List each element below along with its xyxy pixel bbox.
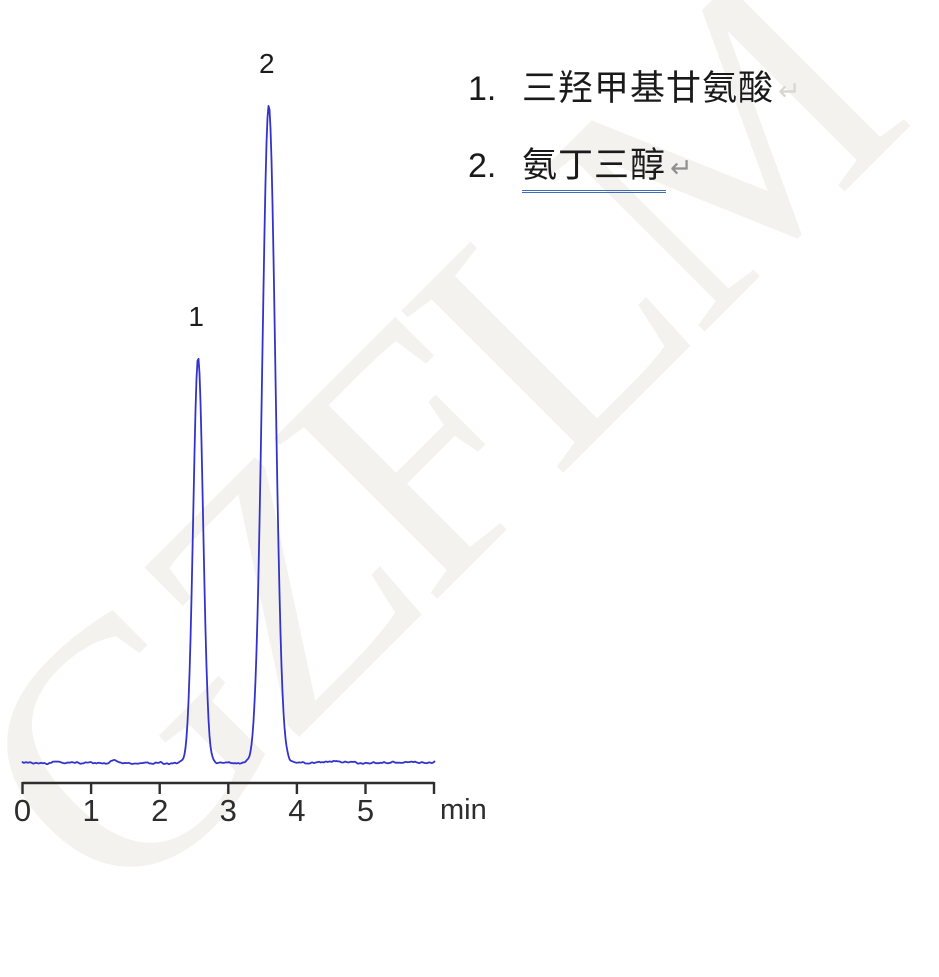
x-tick-label: 2 bbox=[151, 793, 168, 828]
legend-compound-name-2: 氨丁三醇 bbox=[522, 137, 667, 193]
x-axis-unit-label: min bbox=[440, 794, 487, 826]
legend-number-1: 1. bbox=[468, 70, 497, 108]
legend-compound-name-1: 三羟甲基甘氨酸 bbox=[522, 69, 775, 108]
x-tick-label: 5 bbox=[357, 793, 374, 828]
paragraph-return-icon: ↵ bbox=[670, 153, 693, 183]
x-tick-label: 3 bbox=[220, 793, 237, 828]
legend-item-2: 2. 氨丁三醇 ↵ bbox=[468, 137, 801, 193]
peak-label-1: 1 bbox=[188, 301, 204, 332]
peak-legend: 1. 三羟甲基甘氨酸 ↵ 2. 氨丁三醇 ↵ bbox=[468, 60, 801, 219]
legend-item-1: 1. 三羟甲基甘氨酸 ↵ bbox=[468, 60, 801, 111]
x-tick-label: 0 bbox=[14, 793, 31, 828]
paragraph-return-icon: ↵ bbox=[778, 76, 801, 106]
x-tick-label: 4 bbox=[288, 793, 305, 828]
x-tick-label: 1 bbox=[82, 793, 99, 828]
chromatogram-trace bbox=[21, 105, 436, 766]
legend-number-2: 2. bbox=[468, 147, 497, 185]
peak-label-2: 2 bbox=[259, 48, 275, 79]
chromatogram-svg: 0 1 2 3 4 5 min 1 2 bbox=[14, 48, 487, 828]
